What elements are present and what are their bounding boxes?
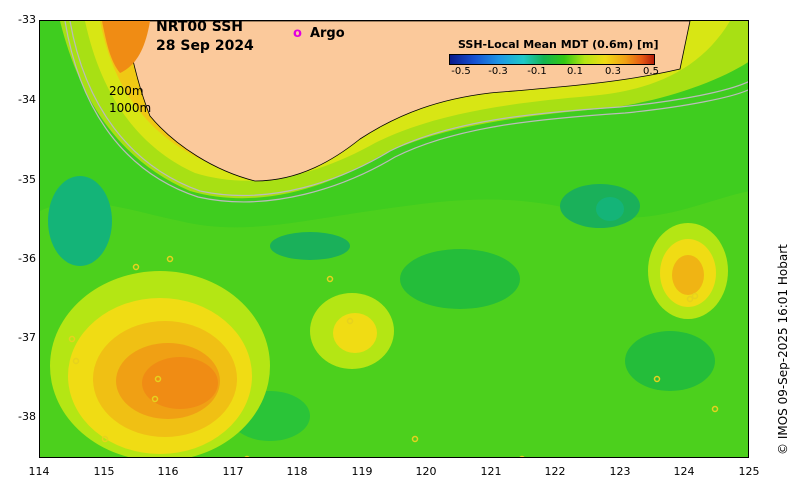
x-tick-label: 116	[157, 465, 179, 478]
isobath-1000m-label: 1000m	[109, 101, 152, 115]
y-tick-label: -36	[18, 252, 36, 265]
cold-eddy-east	[596, 197, 624, 221]
y-tick-label: -37	[18, 331, 36, 344]
isobath-1000m	[64, 21, 748, 203]
colorbar-tick: -0.1	[527, 66, 547, 77]
imos-credit: © IMOS 09-Sep-2025 16:01 Hobart	[776, 244, 790, 455]
warm-coastal-patch	[102, 21, 150, 73]
x-tick-label: 122	[544, 465, 566, 478]
y-tick-label: -35	[18, 173, 36, 186]
argo-legend-symbol: o	[293, 26, 302, 41]
x-tick-label: 121	[480, 465, 502, 478]
x-tick-label: 125	[738, 465, 760, 478]
argo-float-markers	[68, 255, 719, 457]
x-tick-label: 114	[28, 465, 50, 478]
argo-legend-label: Argo	[309, 26, 345, 41]
isobath-200m	[69, 21, 748, 197]
x-tick-label: 119	[351, 465, 373, 478]
x-tick-label: 120	[415, 465, 437, 478]
x-tick-label: 124	[673, 465, 695, 478]
colorbar-title: SSH-Local Mean MDT (0.6m) [m]	[458, 38, 659, 51]
colorbar-tick: 0.5	[643, 66, 659, 77]
y-tick-label: -34	[18, 93, 36, 106]
x-tick-label: 117	[222, 465, 244, 478]
cold-eddy-west	[48, 176, 112, 266]
isobath-200m-label: 200m	[109, 84, 144, 98]
y-tick-label: -33	[18, 13, 36, 26]
x-tick-label: 118	[286, 465, 308, 478]
ssh-map	[39, 20, 749, 458]
colorbar-tick: -0.3	[488, 66, 508, 77]
y-tick-label: -38	[18, 410, 36, 423]
map-title: NRT00 SSH	[156, 19, 244, 35]
colorbar-tick: 0.3	[605, 66, 621, 77]
ssh-map-plot	[40, 21, 748, 457]
x-tick-label: 115	[93, 465, 115, 478]
colorbar-tick: -0.5	[451, 66, 471, 77]
colorbar-tick: 0.1	[567, 66, 583, 77]
colorbar	[449, 54, 655, 65]
argo-legend: o Argo	[293, 26, 345, 41]
map-date: 28 Sep 2024	[156, 38, 254, 54]
x-tick-label: 123	[609, 465, 631, 478]
